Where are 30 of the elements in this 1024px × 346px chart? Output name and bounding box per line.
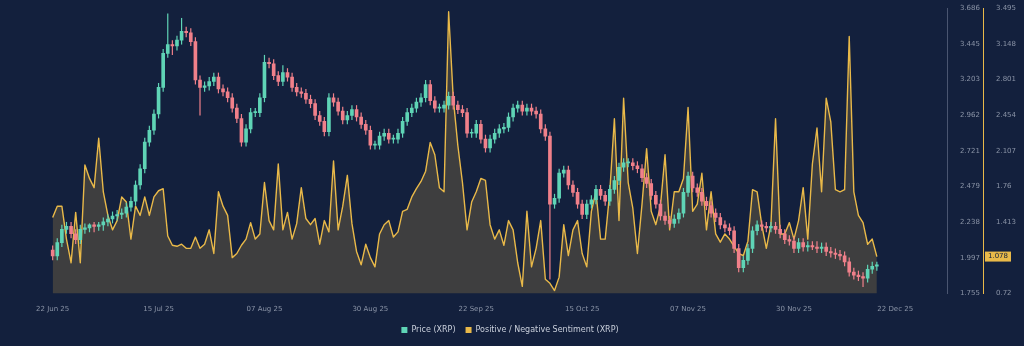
candlestick xyxy=(281,64,285,87)
candlestick xyxy=(815,240,819,254)
candlestick xyxy=(221,83,225,97)
candlestick xyxy=(525,103,529,117)
candlestick xyxy=(584,199,589,220)
candlestick xyxy=(769,221,773,233)
candlestick xyxy=(230,92,235,114)
candlestick xyxy=(861,271,865,288)
candlestick xyxy=(198,75,202,117)
candlestick xyxy=(607,184,612,207)
candlestick xyxy=(538,108,543,134)
candlestick xyxy=(428,79,433,106)
candlestick xyxy=(847,256,852,278)
candlestick xyxy=(649,178,654,201)
candlestick xyxy=(465,107,469,139)
candlestick xyxy=(723,219,727,233)
candlestick xyxy=(442,100,446,114)
candlestick xyxy=(534,106,538,120)
candlestick xyxy=(838,249,842,261)
candlestick xyxy=(617,162,621,186)
legend-label: Price (XRP) xyxy=(411,325,456,335)
legend-label: Positive / Negative Sentiment (XRP) xyxy=(475,325,619,335)
candlestick xyxy=(594,184,598,205)
candlestick xyxy=(479,119,483,145)
candlestick xyxy=(663,210,667,226)
candlestick xyxy=(271,58,276,81)
candlestick xyxy=(78,224,83,245)
candlestick xyxy=(106,213,110,227)
candlestick xyxy=(92,221,96,233)
candlestick xyxy=(322,116,327,137)
